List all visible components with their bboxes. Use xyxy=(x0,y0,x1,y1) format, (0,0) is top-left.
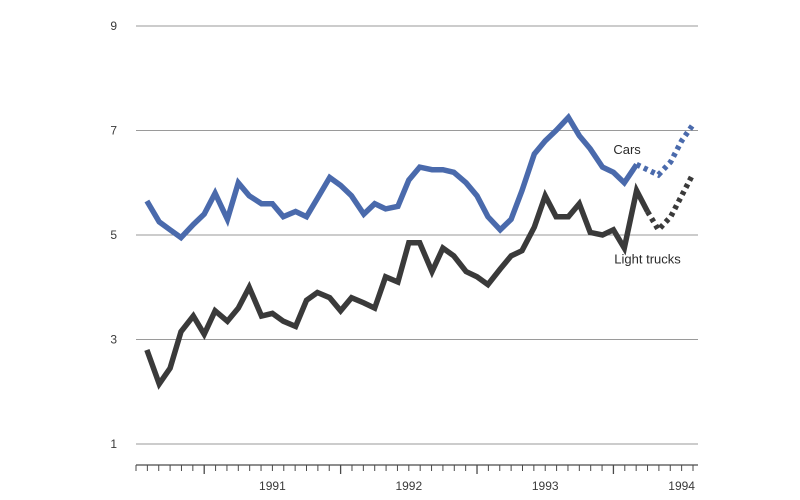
y-tick-label: 5 xyxy=(110,228,117,242)
light-trucks-series-label: Light trucks xyxy=(614,252,681,267)
x-axis: 1991 1992 1993 1994 xyxy=(135,464,698,493)
y-tick-label: 3 xyxy=(110,333,117,347)
y-tick-label: 7 xyxy=(110,124,117,138)
y-axis-tick-labels: 1 3 5 7 9 xyxy=(110,19,117,451)
y-tick-label: 9 xyxy=(110,19,117,33)
cars-series-line xyxy=(144,112,639,242)
gridlines xyxy=(136,25,698,445)
series-annotations: Cars Light trucks xyxy=(613,142,681,267)
x-tick-label: 1991 xyxy=(259,479,286,493)
y-tick-label: 1 xyxy=(110,437,117,451)
x-tick-label: 1992 xyxy=(395,479,422,493)
x-tick-label: 1994 xyxy=(668,479,695,493)
light-trucks-projection-line xyxy=(645,173,695,235)
series-lines xyxy=(144,112,695,390)
cars-series-label: Cars xyxy=(613,142,641,157)
light-trucks-series-line xyxy=(144,182,650,390)
cars-projection-line xyxy=(635,123,695,179)
x-tick-label: 1993 xyxy=(532,479,559,493)
